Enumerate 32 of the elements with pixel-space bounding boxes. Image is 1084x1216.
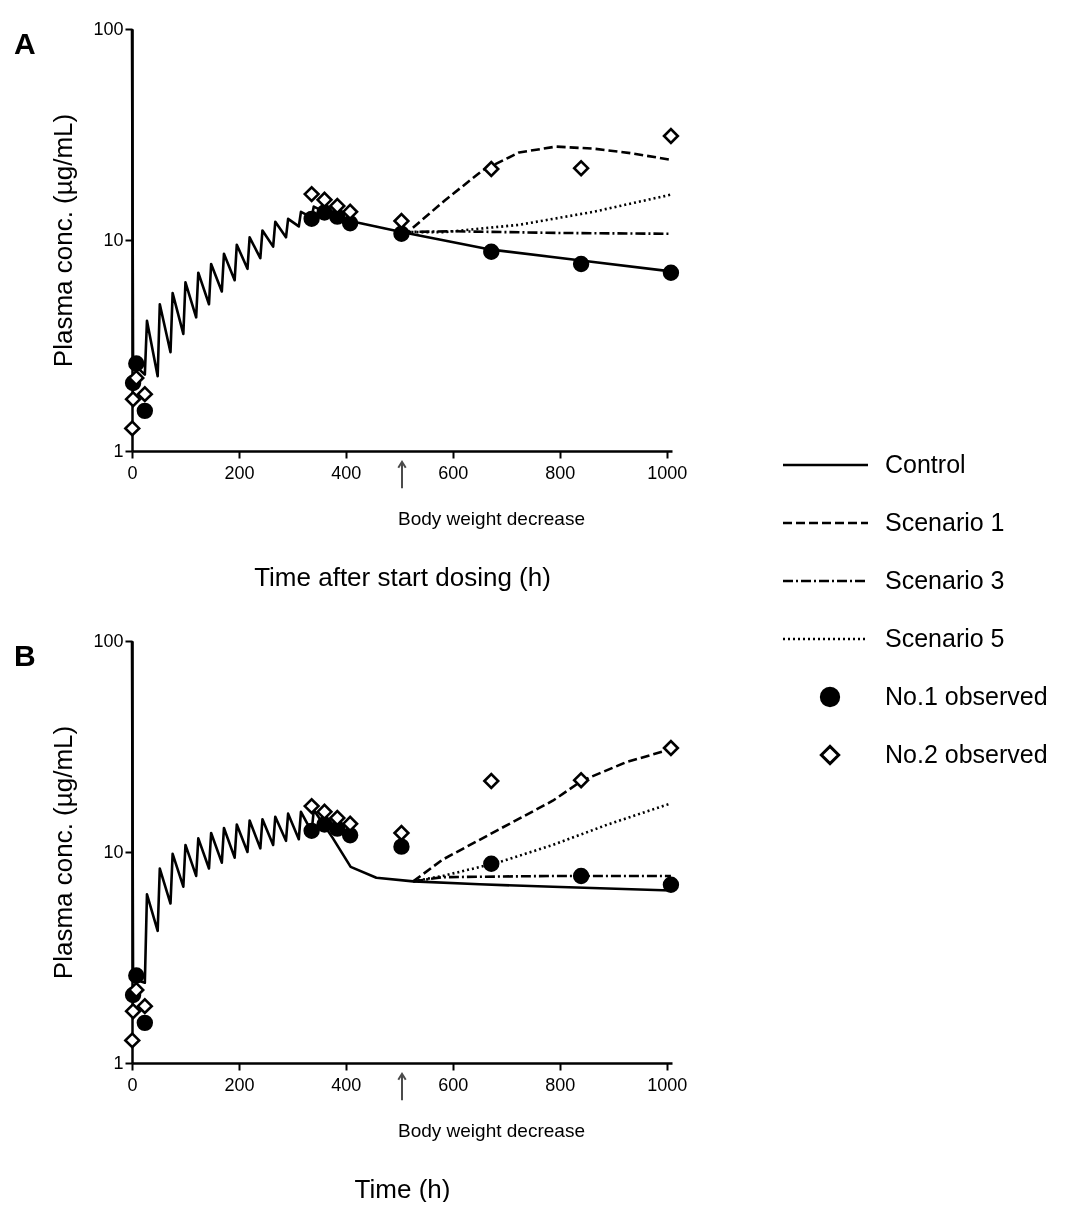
y-tick-label: 1 bbox=[113, 1052, 124, 1073]
x-tick-label: 600 bbox=[438, 462, 469, 483]
x-tick-label: 800 bbox=[545, 1074, 576, 1095]
x-tick-label: 0 bbox=[127, 462, 138, 483]
x-tick-label: 1000 bbox=[647, 1074, 688, 1095]
legend-label: No.1 observed bbox=[885, 682, 1048, 710]
x-tick-label: 200 bbox=[224, 462, 255, 483]
y-tick-label: 10 bbox=[103, 841, 124, 862]
y-tick-label: 100 bbox=[93, 630, 124, 651]
y-tick-label: 100 bbox=[93, 18, 124, 39]
chart-title: B bbox=[14, 639, 36, 672]
chart-title: A bbox=[14, 27, 36, 60]
legend-label: Scenario 3 bbox=[885, 566, 1005, 594]
legend-label: Control bbox=[885, 450, 966, 478]
x-tick-label: 400 bbox=[331, 1074, 362, 1095]
y-tick-label: 10 bbox=[103, 229, 124, 250]
x-tick-label: 0 bbox=[127, 1074, 138, 1095]
legend-label: No.2 observed bbox=[885, 740, 1048, 768]
x-tick-label: 400 bbox=[331, 462, 362, 483]
text: Body weight decrease bbox=[398, 508, 585, 529]
x-tick-label: 1000 bbox=[647, 462, 688, 483]
legend-label: Scenario 1 bbox=[885, 508, 1005, 536]
x-axis-title: Time (h) bbox=[354, 1173, 451, 1204]
x-tick-label: 800 bbox=[545, 462, 576, 483]
x-tick-label: 600 bbox=[438, 1074, 469, 1095]
legend-label: Scenario 5 bbox=[885, 624, 1005, 652]
x-tick-label: 200 bbox=[224, 1074, 255, 1095]
x-axis-title: Time after start dosing (h) bbox=[254, 561, 551, 592]
y-tick-label: 1 bbox=[113, 440, 124, 461]
y-axis-title: Plasma conc. (µg/mL) bbox=[48, 113, 79, 368]
text: Body weight decrease bbox=[398, 1120, 585, 1141]
y-axis-title: Plasma conc. (µg/mL) bbox=[48, 725, 79, 980]
